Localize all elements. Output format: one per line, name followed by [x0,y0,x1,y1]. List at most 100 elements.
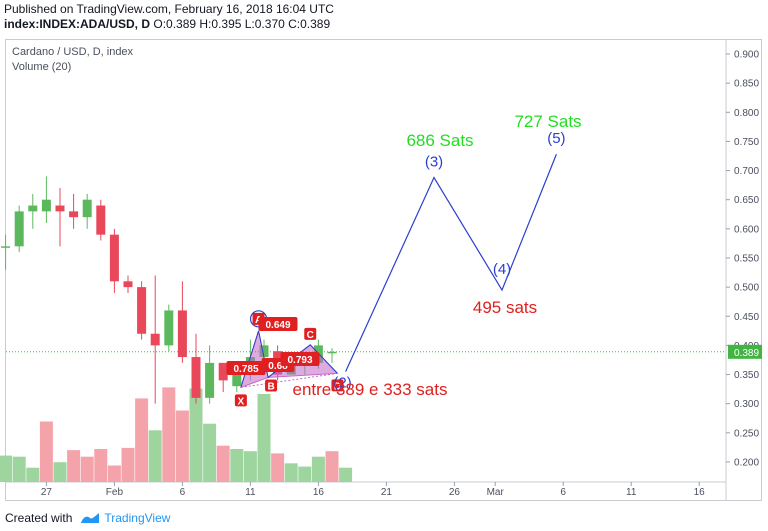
y-tick-label: 0.800 [734,108,759,119]
candle-body[interactable] [14,211,24,247]
pattern-point-label: C [307,330,314,341]
x-tick-label: 6 [180,487,186,498]
volume-bar [12,456,26,482]
elliott-wave-path [345,154,557,372]
symbol-line: index:INDEX:ADA/USD, D O:0.389 H:0.395 L… [4,17,334,32]
volume-bar [189,388,203,482]
pattern-point-badge [234,394,247,407]
ratio-badge [280,352,320,366]
chart-frame[interactable] [5,39,762,501]
candle-body[interactable] [96,205,106,235]
x-tick-label: 6 [560,487,566,498]
candle-body[interactable] [69,211,79,218]
volume-bar [135,398,149,482]
wave-label: (2) [333,375,351,392]
pattern-point-label: B [267,381,274,392]
tradingview-logo-icon [81,513,100,523]
price-annotation: entre 389 e 333 sats [292,380,447,399]
candle-body[interactable] [177,310,187,358]
x-tick-label: 21 [381,487,393,498]
candle-body[interactable] [55,205,65,212]
candle-body[interactable] [150,333,160,346]
volume-bar [175,410,189,482]
wave-label: (4) [493,261,511,278]
volume-bar [216,445,230,482]
volume-bar [80,456,94,482]
y-tick-label: 0.850 [734,79,759,90]
pattern-point-badge [265,379,278,392]
candle-body[interactable] [191,357,201,398]
volume-bar [339,467,353,482]
candle-body[interactable] [327,351,337,354]
volume-bar [67,450,81,482]
volume-bar [284,463,298,482]
candle-body[interactable] [41,199,51,212]
y-tick-label: 0.350 [734,370,759,381]
pattern-point-label: X [238,396,245,407]
brand-label: TradingView [104,511,171,525]
ratio-label: 0.793 [287,355,312,366]
pattern-point-badge [331,379,344,392]
ratio-label: 0.785 [233,364,258,375]
candle-body[interactable] [1,246,11,248]
created-with-label: Created with [5,511,73,525]
x-tick-label: 16 [313,487,325,498]
candle-body[interactable] [205,362,215,398]
volume-bar [203,423,217,482]
harmonic-xd-line [240,372,338,388]
x-tick-label: 27 [41,487,53,498]
x-tick-label: 16 [694,487,706,498]
volume-bar [311,456,325,482]
candle-body[interactable] [232,374,242,387]
ratio-label: 0.68 [268,361,288,372]
candle-body[interactable] [164,310,174,346]
volume-bar [271,453,285,482]
header: Published on TradingView.com, February 1… [4,2,334,32]
wave-label: (5) [547,130,565,147]
volume-bar [257,394,271,482]
tradingview-brand[interactable]: TradingView [80,511,170,525]
volume-bar [243,451,257,482]
volume-bar [0,455,13,482]
candle-body[interactable] [109,234,119,282]
y-tick-label: 0.750 [734,137,759,148]
candle-body[interactable] [137,287,147,334]
volume-bar [94,449,108,482]
volume-bar [26,467,40,482]
last-price-badge [728,344,762,359]
candle-body[interactable] [82,199,92,218]
price-annotation: 727 Sats [514,112,581,131]
pattern-point-badge [304,327,317,340]
volume-bar [162,387,176,482]
published-line: Published on TradingView.com, February 1… [4,2,334,16]
volume-bar [107,465,121,482]
ratio-badge [258,317,298,331]
footer: Created with TradingView [5,505,762,531]
candle-body[interactable] [259,345,269,358]
y-tick-label: 0.450 [734,312,759,323]
candle-body[interactable] [123,281,133,288]
y-tick-label: 0.250 [734,428,759,439]
y-tick-label: 0.550 [734,253,759,264]
x-tick-label: Feb [106,487,124,498]
volume-bar [39,421,53,482]
x-tick-label: 26 [449,487,461,498]
ratio-badge [226,361,266,375]
pattern-point-label: D [334,381,341,392]
y-tick-label: 0.300 [734,399,759,410]
candle-body[interactable] [28,205,38,212]
price-annotation: 686 Sats [406,131,473,150]
last-price-label: 0.389 [734,348,759,359]
candle-body[interactable] [218,362,228,381]
price-annotation: 495 sats [473,298,537,317]
wave-label: (3) [425,154,443,171]
volume-bar [230,449,244,482]
volume-bar [298,466,312,482]
ohlc-values: O:0.389 H:0.395 L:0.370 C:0.389 [153,17,331,31]
y-tick-label: 0.600 [734,224,759,235]
y-tick-label: 0.650 [734,195,759,206]
x-tick-label: Mar [487,487,505,498]
x-tick-label: 11 [245,487,256,498]
volume-bar [148,430,162,482]
